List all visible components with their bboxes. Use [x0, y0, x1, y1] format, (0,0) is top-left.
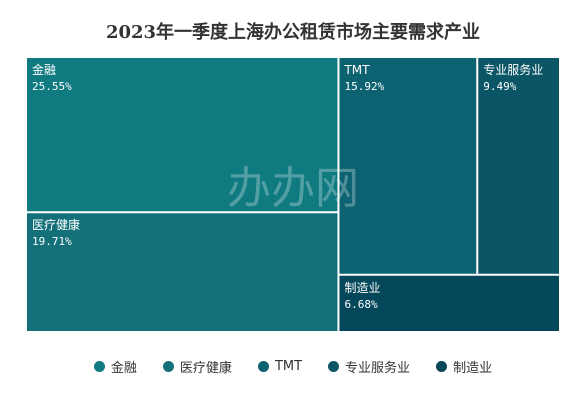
watermark-logo: 办办网 [227, 163, 359, 214]
legend-item[interactable]: 制造业 [436, 357, 492, 376]
treemap-label-name: 金融 [32, 62, 56, 77]
treemap-label-value: 6.68% [344, 298, 377, 311]
treemap-label-name: 医疗健康 [32, 217, 80, 232]
chart-legend: 金融 医疗健康 TMT 专业服务业 制造业 [0, 357, 586, 376]
legend-marker [436, 361, 448, 372]
treemap-rect [478, 58, 559, 274]
legend-marker [328, 361, 340, 372]
treemap-label-value: 25.55% [32, 80, 72, 93]
legend-label: TMT [274, 359, 303, 374]
legend-label: 专业服务业 [345, 361, 411, 376]
legend-marker [162, 361, 174, 372]
treemap-cell: 金融 25.55% [27, 58, 338, 212]
treemap-label-value: 9.49% [483, 80, 516, 93]
legend-item[interactable]: TMT [257, 357, 303, 376]
legend-label: 制造业 [453, 361, 493, 376]
treemap-rect [27, 213, 338, 331]
legend-item[interactable]: 金融 [93, 357, 137, 376]
treemap-label-name: TMT [343, 63, 370, 77]
treemap-rect [27, 58, 338, 212]
treemap-rect [339, 275, 559, 331]
legend-marker [93, 361, 105, 372]
legend-label: 金融 [110, 361, 137, 376]
treemap-rect [339, 58, 477, 274]
treemap-cell: TMT 15.92% [339, 58, 477, 274]
treemap-cell: 医疗健康 19.71% [27, 213, 338, 331]
treemap-cell: 专业服务业 9.49% [478, 58, 559, 274]
legend-label: 医疗健康 [179, 361, 232, 376]
treemap-label-name: 专业服务业 [483, 62, 543, 77]
treemap-cell: 制造业 6.68% [339, 275, 559, 331]
legend-item[interactable]: 专业服务业 [328, 357, 410, 376]
chart-title: 2023年一季度上海办公租赁市场主要需求产业 [105, 22, 481, 43]
treemap-label-name: 制造业 [344, 281, 380, 295]
treemap-label-value: 15.92% [344, 80, 384, 93]
treemap-label-value: 19.71% [32, 235, 72, 248]
legend-item[interactable]: 医疗健康 [162, 357, 232, 376]
legend-marker [257, 361, 269, 372]
